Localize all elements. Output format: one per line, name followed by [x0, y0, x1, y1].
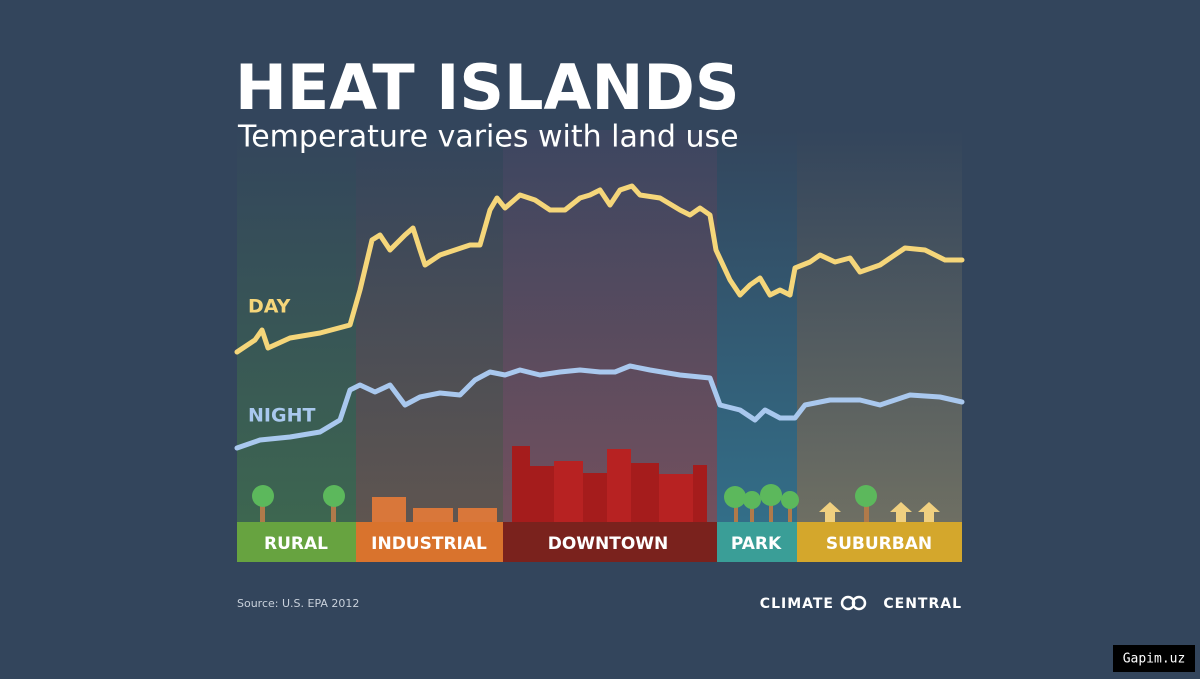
logo-text: CLIMATE	[760, 596, 834, 612]
night-label: NIGHT	[248, 405, 315, 427]
zone-bg	[797, 130, 962, 522]
subtitle: Temperature varies with land use	[237, 120, 739, 155]
day-line	[234, 183, 965, 355]
night-line	[234, 363, 965, 451]
zone-band	[356, 522, 503, 562]
watermark: Gapim.uz	[1123, 652, 1186, 667]
zone-bar: RURAL INDUSTRIAL DOWNTOWN PARK SUBURBAN	[237, 522, 962, 562]
zone-band	[717, 522, 797, 562]
source: Source: U.S. EPA 2012	[237, 597, 359, 610]
zone-label: RURAL	[264, 534, 328, 554]
zone-bg	[717, 130, 797, 522]
zone-bg	[356, 130, 503, 522]
zone-band	[797, 522, 962, 562]
zone-label: PARK	[731, 534, 782, 554]
scenery	[252, 446, 940, 522]
logo-text: CENTRAL	[883, 596, 962, 612]
day-label: DAY	[248, 296, 291, 318]
zone-band	[237, 522, 356, 562]
title: HEAT ISLANDS	[235, 51, 740, 124]
zone-label: INDUSTRIAL	[371, 534, 487, 554]
zone-bg	[237, 130, 356, 522]
zone-label: DOWNTOWN	[548, 534, 669, 554]
watermark-box	[1113, 645, 1195, 672]
zone-label: SUBURBAN	[826, 534, 932, 554]
logo-mark	[851, 595, 867, 611]
zone-backgrounds	[237, 130, 962, 522]
zone-band	[503, 522, 717, 562]
